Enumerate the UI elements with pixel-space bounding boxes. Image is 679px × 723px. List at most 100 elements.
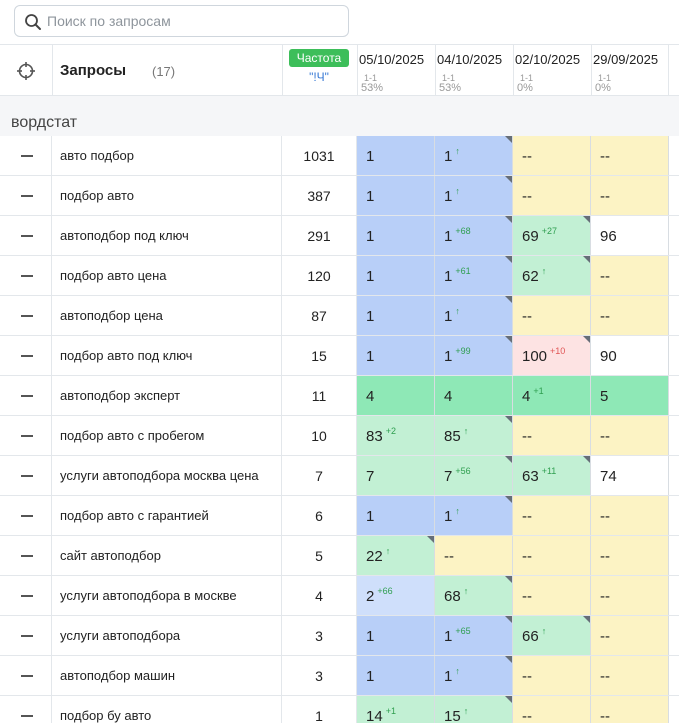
query-text[interactable]: услуги автоподбора в москве xyxy=(52,576,282,615)
position-cell[interactable]: -- xyxy=(513,296,591,335)
position-cell[interactable]: 1 xyxy=(357,496,435,535)
position-cell[interactable]: 1 xyxy=(357,296,435,335)
position-cell[interactable]: 96 xyxy=(591,216,669,255)
position-cell[interactable]: 1 ↑ xyxy=(435,496,513,535)
group-header[interactable]: вордстат xyxy=(0,96,679,136)
row-toggle[interactable] xyxy=(0,416,52,455)
date-column-header[interactable]: 05/10/2025 1-1 53% xyxy=(357,45,435,96)
row-toggle[interactable] xyxy=(0,576,52,615)
position-cell[interactable]: -- xyxy=(591,576,669,615)
query-text[interactable]: автоподбор эксперт xyxy=(52,376,282,415)
query-text[interactable]: подбор авто цена xyxy=(52,256,282,295)
table-row[interactable]: автоподбор эксперт 11 4 4 4 +1 5 xyxy=(0,376,679,416)
table-row[interactable]: подбор бу авто 1 14 +1 15 ↑ -- -- xyxy=(0,696,679,723)
query-text[interactable]: автоподбор цена xyxy=(52,296,282,335)
row-toggle[interactable] xyxy=(0,656,52,695)
row-toggle[interactable] xyxy=(0,496,52,535)
position-cell[interactable]: -- xyxy=(513,576,591,615)
search-input[interactable] xyxy=(47,6,343,36)
table-row[interactable]: автоподбор под ключ 291 1 1 +68 69 +27 96 xyxy=(0,216,679,256)
position-cell[interactable]: -- xyxy=(591,256,669,295)
position-cell[interactable]: -- xyxy=(591,616,669,655)
date-column-header[interactable]: 04/10/2025 1-1 53% xyxy=(435,45,513,96)
query-text[interactable]: сайт автоподбор xyxy=(52,536,282,575)
position-cell[interactable]: 68 ↑ xyxy=(435,576,513,615)
query-text[interactable]: подбор авто под ключ xyxy=(52,336,282,375)
position-cell[interactable]: 14 +1 xyxy=(357,696,435,723)
frequency-badge[interactable]: Частота xyxy=(289,49,349,67)
position-cell[interactable]: -- xyxy=(513,536,591,575)
table-row[interactable]: авто подбор 1031 1 1 ↑ -- -- xyxy=(0,136,679,176)
position-cell[interactable]: 1 xyxy=(357,176,435,215)
query-text[interactable]: автоподбор машин xyxy=(52,656,282,695)
table-row[interactable]: автоподбор цена 87 1 1 ↑ -- -- xyxy=(0,296,679,336)
row-toggle[interactable] xyxy=(0,296,52,335)
position-cell[interactable]: 1 +61 xyxy=(435,256,513,295)
position-cell[interactable]: 1 +65 xyxy=(435,616,513,655)
date-column-header[interactable]: 29/09/2025 1-1 0% xyxy=(591,45,669,96)
row-toggle[interactable] xyxy=(0,696,52,723)
row-toggle[interactable] xyxy=(0,376,52,415)
position-cell[interactable]: 1 ↑ xyxy=(435,656,513,695)
frequency-type[interactable]: "!Ч" xyxy=(309,70,329,84)
position-cell[interactable]: 1 ↑ xyxy=(435,176,513,215)
row-toggle[interactable] xyxy=(0,216,52,255)
position-cell[interactable]: 4 xyxy=(435,376,513,415)
table-row[interactable]: услуги автоподбора 3 1 1 +65 66 ↑ -- xyxy=(0,616,679,656)
query-text[interactable]: подбор бу авто xyxy=(52,696,282,723)
position-cell[interactable]: 7 +56 xyxy=(435,456,513,495)
position-cell[interactable]: -- xyxy=(591,496,669,535)
table-row[interactable]: автоподбор машин 3 1 1 ↑ -- -- xyxy=(0,656,679,696)
position-cell[interactable]: -- xyxy=(513,416,591,455)
table-row[interactable]: сайт автоподбор 5 22 ↑ -- -- -- xyxy=(0,536,679,576)
position-cell[interactable]: -- xyxy=(591,696,669,723)
row-toggle[interactable] xyxy=(0,616,52,655)
position-cell[interactable]: 100 +10 xyxy=(513,336,591,375)
column-title-queries[interactable]: Запросы xyxy=(60,62,127,79)
position-cell[interactable]: 5 xyxy=(591,376,669,415)
position-cell[interactable]: 22 ↑ xyxy=(357,536,435,575)
position-cell[interactable]: 69 +27 xyxy=(513,216,591,255)
position-cell[interactable]: 15 ↑ xyxy=(435,696,513,723)
position-cell[interactable]: 83 +2 xyxy=(357,416,435,455)
query-text[interactable]: подбор авто с пробегом xyxy=(52,416,282,455)
query-text[interactable]: услуги автоподбора москва цена xyxy=(52,456,282,495)
position-cell[interactable]: 90 xyxy=(591,336,669,375)
position-cell[interactable]: 63 +11 xyxy=(513,456,591,495)
target-icon[interactable] xyxy=(16,61,36,81)
position-cell[interactable]: 1 xyxy=(357,336,435,375)
position-cell[interactable]: -- xyxy=(591,136,669,175)
position-cell[interactable]: 2 +66 xyxy=(357,576,435,615)
position-cell[interactable]: 66 ↑ xyxy=(513,616,591,655)
table-row[interactable]: услуги автоподбора москва цена 7 7 7 +56 63 +1… xyxy=(0,456,679,496)
position-cell[interactable]: 7 xyxy=(357,456,435,495)
position-cell[interactable]: 1 ↑ xyxy=(435,296,513,335)
position-cell[interactable]: 4 +1 xyxy=(513,376,591,415)
query-text[interactable]: услуги автоподбора xyxy=(52,616,282,655)
position-cell[interactable]: 4 xyxy=(357,376,435,415)
position-cell[interactable]: -- xyxy=(513,496,591,535)
position-cell[interactable]: 1 xyxy=(357,656,435,695)
position-cell[interactable]: 1 xyxy=(357,256,435,295)
query-text[interactable]: подбор авто с гарантией xyxy=(52,496,282,535)
row-toggle[interactable] xyxy=(0,256,52,295)
position-cell[interactable]: 1 +99 xyxy=(435,336,513,375)
table-row[interactable]: подбор авто 387 1 1 ↑ -- -- xyxy=(0,176,679,216)
position-cell[interactable]: 1 ↑ xyxy=(435,136,513,175)
position-cell[interactable]: -- xyxy=(591,656,669,695)
position-cell[interactable]: 62 ↑ xyxy=(513,256,591,295)
query-text[interactable]: авто подбор xyxy=(52,136,282,175)
table-row[interactable]: подбор авто под ключ 15 1 1 +99 100 +10 90 xyxy=(0,336,679,376)
table-row[interactable]: подбор авто с гарантией 6 1 1 ↑ -- -- xyxy=(0,496,679,536)
position-cell[interactable]: 74 xyxy=(591,456,669,495)
position-cell[interactable]: -- xyxy=(591,296,669,335)
position-cell[interactable]: -- xyxy=(513,696,591,723)
table-row[interactable]: услуги автоподбора в москве 4 2 +66 68 ↑ -- -- xyxy=(0,576,679,616)
row-toggle[interactable] xyxy=(0,456,52,495)
row-toggle[interactable] xyxy=(0,536,52,575)
search-box[interactable] xyxy=(14,5,349,37)
query-text[interactable]: автоподбор под ключ xyxy=(52,216,282,255)
date-column-header[interactable]: 02/10/2025 1-1 0% xyxy=(513,45,591,96)
position-cell[interactable]: -- xyxy=(435,536,513,575)
position-cell[interactable]: -- xyxy=(513,176,591,215)
